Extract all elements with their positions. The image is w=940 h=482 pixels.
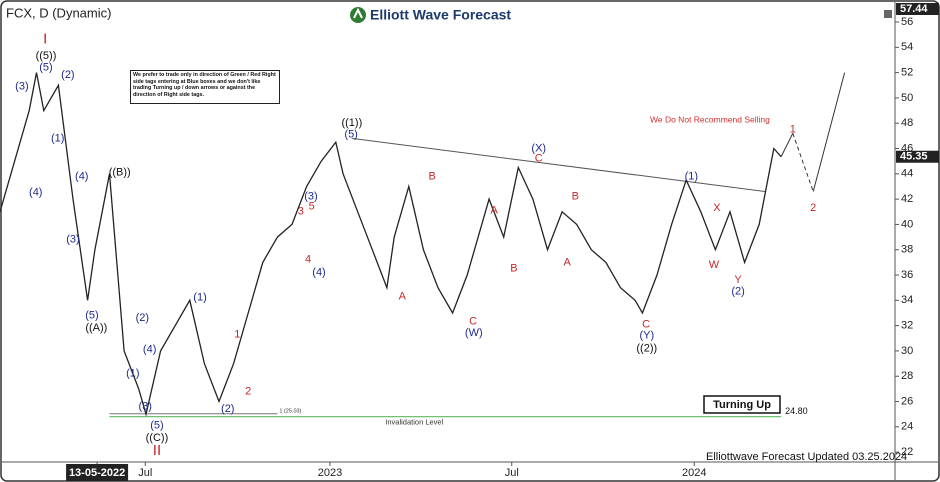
wave-label: B bbox=[510, 263, 517, 275]
wave-label: (3) bbox=[304, 190, 317, 202]
wave-label: 4 bbox=[305, 254, 311, 266]
y-tick-label: 56 bbox=[901, 16, 913, 28]
wave-label: (Y) bbox=[639, 330, 654, 342]
wave-label: C bbox=[535, 153, 543, 165]
wave-label: 2 bbox=[810, 202, 816, 214]
badge: Turning Up bbox=[713, 399, 771, 411]
y-tick-label: 26 bbox=[901, 395, 913, 407]
last-price-label: 45.35 bbox=[900, 151, 928, 163]
y-tick-label: 22 bbox=[901, 446, 913, 458]
invalidation-value: 24.80 bbox=[785, 406, 808, 416]
invalidation-label: Invalidation Level bbox=[385, 418, 443, 427]
wave-label: (1) bbox=[193, 292, 206, 304]
wave-label: I bbox=[43, 31, 47, 48]
projection-segment bbox=[780, 133, 794, 157]
top-price-box bbox=[896, 3, 939, 15]
x-tick-label: 13-05-2022 bbox=[69, 467, 125, 479]
logo-mark bbox=[353, 7, 363, 19]
wave-label: (2) bbox=[61, 69, 74, 81]
wave-label: 2 bbox=[245, 385, 251, 397]
y-tick-label: 30 bbox=[901, 345, 913, 357]
wave-label: C bbox=[469, 316, 477, 328]
wave-label: C bbox=[642, 318, 650, 330]
logo-icon bbox=[350, 7, 366, 23]
wave-label: (5) bbox=[150, 419, 163, 431]
x-tick-highlight bbox=[66, 464, 129, 481]
wave-label: ((C)) bbox=[146, 432, 169, 444]
wave-label: (3) bbox=[66, 234, 79, 246]
projection-segment bbox=[792, 133, 814, 192]
y-tick-label: 36 bbox=[901, 269, 913, 281]
last-price-box bbox=[896, 150, 939, 163]
wave-label: ((1)) bbox=[341, 117, 362, 129]
y-tick-label: 24 bbox=[901, 421, 913, 433]
y-tick-label: 28 bbox=[901, 370, 913, 382]
wave-label: (2) bbox=[221, 403, 234, 415]
wave-label: ((A)) bbox=[85, 322, 107, 334]
wave-label: (4) bbox=[312, 266, 325, 278]
wave-label: ((5)) bbox=[36, 50, 57, 62]
y-tick-label: 32 bbox=[901, 320, 913, 332]
wave-label: W bbox=[709, 259, 720, 271]
wave-label: X bbox=[713, 202, 721, 214]
y-tick-label: 42 bbox=[901, 193, 913, 205]
wave-label: (3) bbox=[15, 80, 28, 92]
x-tick-label: 2024 bbox=[682, 467, 706, 479]
projection-segment bbox=[812, 72, 846, 192]
warning: We Do Not Recommend Selling bbox=[650, 114, 770, 124]
wave-label: (1) bbox=[51, 132, 64, 144]
wave-label: (1) bbox=[126, 368, 139, 380]
footer: Elliottwave Forecast Updated 03.25.2024 bbox=[706, 451, 907, 463]
y-tick-label: 34 bbox=[901, 294, 913, 306]
wave-label: (2) bbox=[731, 285, 744, 297]
trading-note: We prefer to trade only in direction of … bbox=[130, 70, 280, 104]
y-tick-label: 38 bbox=[901, 244, 913, 256]
wave-label: (3) bbox=[139, 400, 152, 412]
x-tick-label: 2023 bbox=[318, 467, 342, 479]
badge-box bbox=[703, 395, 781, 414]
x-tick-label: Jul bbox=[138, 467, 152, 479]
brand: Elliott Wave Forecast bbox=[370, 7, 511, 23]
y-tick-label: 50 bbox=[901, 92, 913, 104]
wave-label: ((B)) bbox=[109, 166, 131, 178]
top-price-label: 57.44 bbox=[900, 3, 928, 15]
marker-label: 1 (25.03) bbox=[279, 408, 301, 414]
wave-label: (X) bbox=[531, 142, 546, 154]
wave-label: 1 bbox=[790, 123, 796, 135]
wave-label: A bbox=[564, 256, 572, 268]
wave-label: II bbox=[153, 442, 161, 459]
wave-label: 3 bbox=[298, 206, 304, 218]
chart-title: FCX, D (Dynamic) bbox=[6, 5, 111, 20]
wave-label: A bbox=[399, 290, 407, 302]
y-tick-label: 44 bbox=[901, 168, 913, 180]
wave-label: ((2)) bbox=[636, 342, 657, 354]
wave-label: 1 bbox=[234, 328, 240, 340]
wave-label: (1) bbox=[685, 170, 698, 182]
wave-label: (5) bbox=[39, 61, 52, 73]
y-tick-label: 52 bbox=[901, 67, 913, 79]
y-tick-label: 48 bbox=[901, 117, 913, 129]
wave-label: B bbox=[572, 190, 579, 202]
settings-icon bbox=[884, 10, 892, 18]
y-tick-label: 54 bbox=[901, 41, 913, 53]
wave-label: (W) bbox=[465, 327, 483, 339]
x-tick-label: Jul bbox=[505, 467, 519, 479]
price-line bbox=[0, 72, 782, 417]
wave-label: (5) bbox=[85, 309, 98, 321]
trendline bbox=[351, 137, 766, 193]
wave-label: 5 bbox=[309, 201, 315, 213]
wave-label: (4) bbox=[29, 187, 42, 199]
wave-label: (5) bbox=[344, 129, 357, 141]
wave-label: Y bbox=[734, 274, 742, 286]
wave-label: A bbox=[491, 204, 499, 216]
y-tick-label: 40 bbox=[901, 218, 913, 230]
wave-label: B bbox=[428, 170, 435, 182]
wave-label: (4) bbox=[75, 170, 88, 182]
wave-label: (2) bbox=[136, 312, 149, 324]
wave-label: (4) bbox=[143, 344, 156, 356]
